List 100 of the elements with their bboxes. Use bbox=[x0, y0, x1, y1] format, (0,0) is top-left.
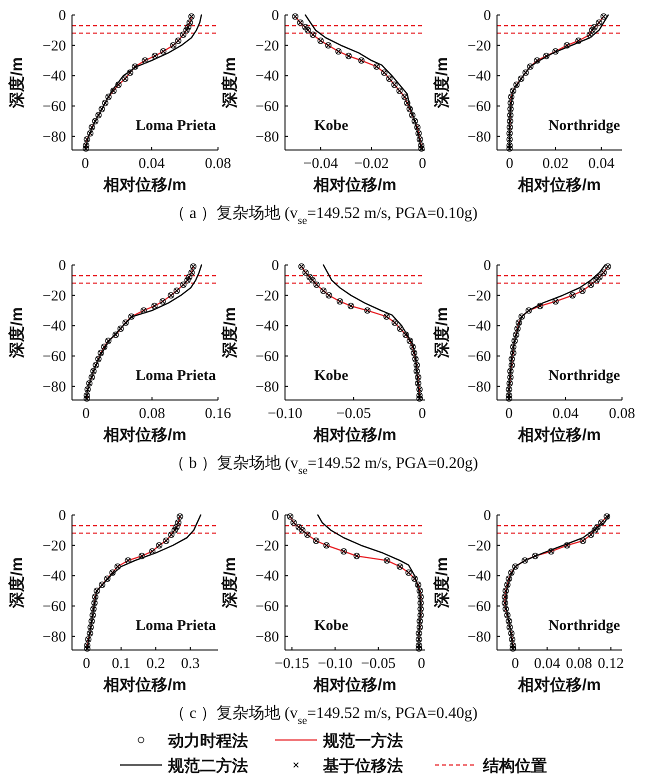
y-tick-label: −20 bbox=[42, 38, 66, 54]
y-tick-label: −20 bbox=[468, 38, 491, 54]
y-tick-label: 0 bbox=[484, 508, 491, 524]
y-tick-label: −60 bbox=[468, 99, 491, 116]
y-axis-title: 深度/m bbox=[220, 557, 239, 609]
x-tick-label: 0.02 bbox=[542, 156, 569, 172]
x-tick-label: −0.10 bbox=[268, 406, 302, 422]
y-tick-label: −80 bbox=[256, 629, 279, 646]
y-axis-title: 深度/m bbox=[432, 307, 451, 359]
y-tick-label: −40 bbox=[256, 68, 279, 85]
x-tick-label: 0.1 bbox=[112, 656, 131, 672]
y-tick-label: −40 bbox=[42, 68, 66, 85]
x-tick-label: 0.2 bbox=[146, 656, 166, 672]
y-tick-label: −40 bbox=[42, 318, 66, 335]
x-tick-label: −0.02 bbox=[354, 156, 389, 172]
x-tick-label: 0 bbox=[506, 156, 514, 172]
x-tick-label: −0.05 bbox=[360, 656, 396, 672]
annotation: Kobe bbox=[314, 368, 349, 384]
x-axis-title: 相对位移/m bbox=[102, 676, 186, 694]
y-tick-label: −20 bbox=[256, 38, 279, 54]
y-axis-title: 深度/m bbox=[7, 307, 26, 359]
x-tick-label: 0.04 bbox=[588, 156, 615, 172]
y-tick-label: −80 bbox=[468, 379, 491, 396]
y-tick-label: −20 bbox=[468, 288, 491, 304]
annotation: Northridge bbox=[548, 618, 620, 634]
annotation: Kobe bbox=[314, 618, 349, 634]
x-tick-label: 0 bbox=[418, 656, 426, 672]
y-axis-title: 深度/m bbox=[7, 557, 26, 609]
x-tick-label: 0.12 bbox=[598, 656, 624, 672]
annotation: Loma Prieta bbox=[136, 118, 216, 134]
legend-label: 规范二方法 bbox=[167, 756, 248, 775]
x-tick-label: 0.08 bbox=[566, 656, 592, 672]
text: （ c ）复杂场地 (v$_{se}$=149.52 m/s, PGA=0.40g) bbox=[169, 704, 478, 727]
y-tick-label: −20 bbox=[42, 288, 66, 304]
annotation: Loma Prieta bbox=[136, 618, 216, 634]
y-tick-label: −60 bbox=[468, 599, 491, 616]
x-tick-label: 0.08 bbox=[608, 406, 636, 422]
y-tick-label: −60 bbox=[42, 599, 66, 616]
y-tick-label: −60 bbox=[42, 349, 66, 366]
x-axis-title: 相对位移/m bbox=[102, 426, 186, 444]
y-tick-label: 0 bbox=[272, 258, 279, 274]
x-tick-label: 0 bbox=[82, 406, 90, 422]
y-tick-label: −60 bbox=[42, 99, 66, 116]
y-tick-label: −40 bbox=[468, 318, 491, 335]
y-tick-label: −60 bbox=[256, 599, 279, 616]
y-tick-label: −20 bbox=[468, 538, 491, 554]
x-tick-label: 0.04 bbox=[552, 406, 580, 422]
legend-label: 基于位移法 bbox=[322, 757, 403, 775]
x-tick-label: 0 bbox=[505, 406, 513, 422]
annotation: Northridge bbox=[548, 368, 620, 384]
y-tick-label: −80 bbox=[468, 129, 491, 146]
y-tick-label: 0 bbox=[484, 8, 491, 24]
y-axis-title: 深度/m bbox=[7, 57, 26, 109]
text: （ a ）复杂场地 (v$_{se}$=149.52 m/s, PGA=0.10g) bbox=[169, 204, 478, 227]
x-tick-label: −0.10 bbox=[318, 656, 352, 672]
x-tick-label: 0.04 bbox=[138, 156, 166, 172]
y-tick-label: −80 bbox=[256, 129, 279, 146]
y-tick-label: 0 bbox=[272, 8, 279, 24]
y-axis-title: 深度/m bbox=[432, 57, 451, 109]
y-tick-label: −40 bbox=[42, 568, 66, 585]
x-tick-label: 0.16 bbox=[204, 406, 232, 422]
x-tick-label: 0.04 bbox=[534, 656, 561, 672]
y-axis-title: 深度/m bbox=[220, 307, 239, 359]
text: （ b ）复杂场地 (v$_{se}$=149.52 m/s, PGA=0.20g) bbox=[168, 454, 478, 477]
y-tick-label: 0 bbox=[58, 8, 66, 24]
y-tick-label: −80 bbox=[42, 129, 66, 146]
x-tick-label: 0 bbox=[82, 656, 90, 672]
x-tick-label: 0 bbox=[418, 406, 426, 422]
y-tick-label: −40 bbox=[256, 568, 279, 585]
x-tick-label: −0.04 bbox=[303, 156, 338, 172]
y-tick-label: −80 bbox=[42, 629, 66, 646]
y-tick-label: −40 bbox=[256, 318, 279, 335]
annotation: Loma Prieta bbox=[136, 368, 216, 384]
y-tick-label: −40 bbox=[468, 568, 491, 585]
x-tick-label: −0.05 bbox=[336, 406, 371, 422]
annotation: Kobe bbox=[314, 118, 349, 134]
x-axis-title: 相对位移/m bbox=[312, 426, 396, 444]
y-tick-label: 0 bbox=[58, 258, 66, 274]
x-axis-title: 相对位移/m bbox=[517, 676, 601, 694]
x-tick-label: −0.15 bbox=[274, 656, 310, 672]
x-tick-label: 0 bbox=[82, 156, 90, 172]
y-axis-title: 深度/m bbox=[220, 57, 239, 109]
x-tick-label: 0.3 bbox=[180, 656, 200, 672]
x-tick-label: 0 bbox=[512, 656, 520, 672]
legend-label: 动力时程法 bbox=[167, 732, 248, 750]
y-tick-label: 0 bbox=[272, 508, 279, 524]
x-tick-label: 0.08 bbox=[204, 156, 232, 172]
y-tick-label: −40 bbox=[468, 68, 491, 85]
y-tick-label: −60 bbox=[468, 349, 491, 366]
x-axis-title: 相对位移/m bbox=[517, 426, 601, 444]
legend-label: 结构位置 bbox=[482, 757, 547, 775]
y-tick-label: −20 bbox=[256, 538, 279, 554]
y-tick-label: −20 bbox=[42, 538, 66, 554]
y-tick-label: −80 bbox=[468, 629, 491, 646]
x-tick-label: 0 bbox=[418, 156, 426, 172]
x-axis-title: 相对位移/m bbox=[312, 676, 396, 694]
y-tick-label: −60 bbox=[256, 99, 279, 116]
y-tick-label: −60 bbox=[256, 349, 279, 366]
y-axis-title: 深度/m bbox=[432, 557, 451, 609]
y-tick-label: −20 bbox=[256, 288, 279, 304]
